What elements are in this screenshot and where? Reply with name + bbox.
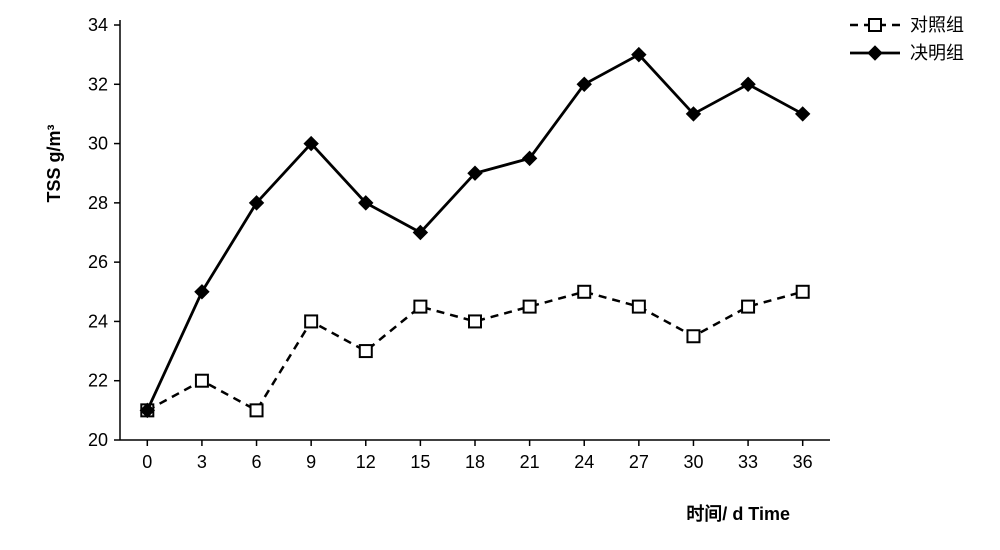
y-tick-label: 34 [88, 15, 108, 35]
legend-label: 对照组 [910, 15, 964, 35]
line-chart: 20222426283032340369121518212427303336TS… [0, 0, 1000, 550]
x-tick-label: 15 [410, 452, 430, 472]
chart-container: 20222426283032340369121518212427303336TS… [0, 0, 1000, 550]
x-tick-label: 6 [252, 452, 262, 472]
legend-label: 决明组 [910, 43, 964, 63]
y-tick-label: 30 [88, 134, 108, 154]
y-tick-label: 32 [88, 74, 108, 94]
x-tick-label: 12 [356, 452, 376, 472]
y-tick-label: 22 [88, 371, 108, 391]
x-tick-label: 33 [738, 452, 758, 472]
y-axis-label: TSS g/m³ [44, 124, 64, 202]
y-tick-label: 26 [88, 252, 108, 272]
y-tick-label: 24 [88, 311, 108, 331]
x-tick-label: 9 [306, 452, 316, 472]
x-tick-label: 18 [465, 452, 485, 472]
y-tick-label: 28 [88, 193, 108, 213]
x-axis-label: 时间/ d Time [686, 504, 790, 524]
x-tick-label: 27 [629, 452, 649, 472]
x-tick-label: 3 [197, 452, 207, 472]
y-tick-label: 20 [88, 430, 108, 450]
x-tick-label: 24 [574, 452, 594, 472]
x-tick-label: 30 [683, 452, 703, 472]
x-tick-label: 21 [520, 452, 540, 472]
x-tick-label: 36 [793, 452, 813, 472]
x-tick-label: 0 [142, 452, 152, 472]
